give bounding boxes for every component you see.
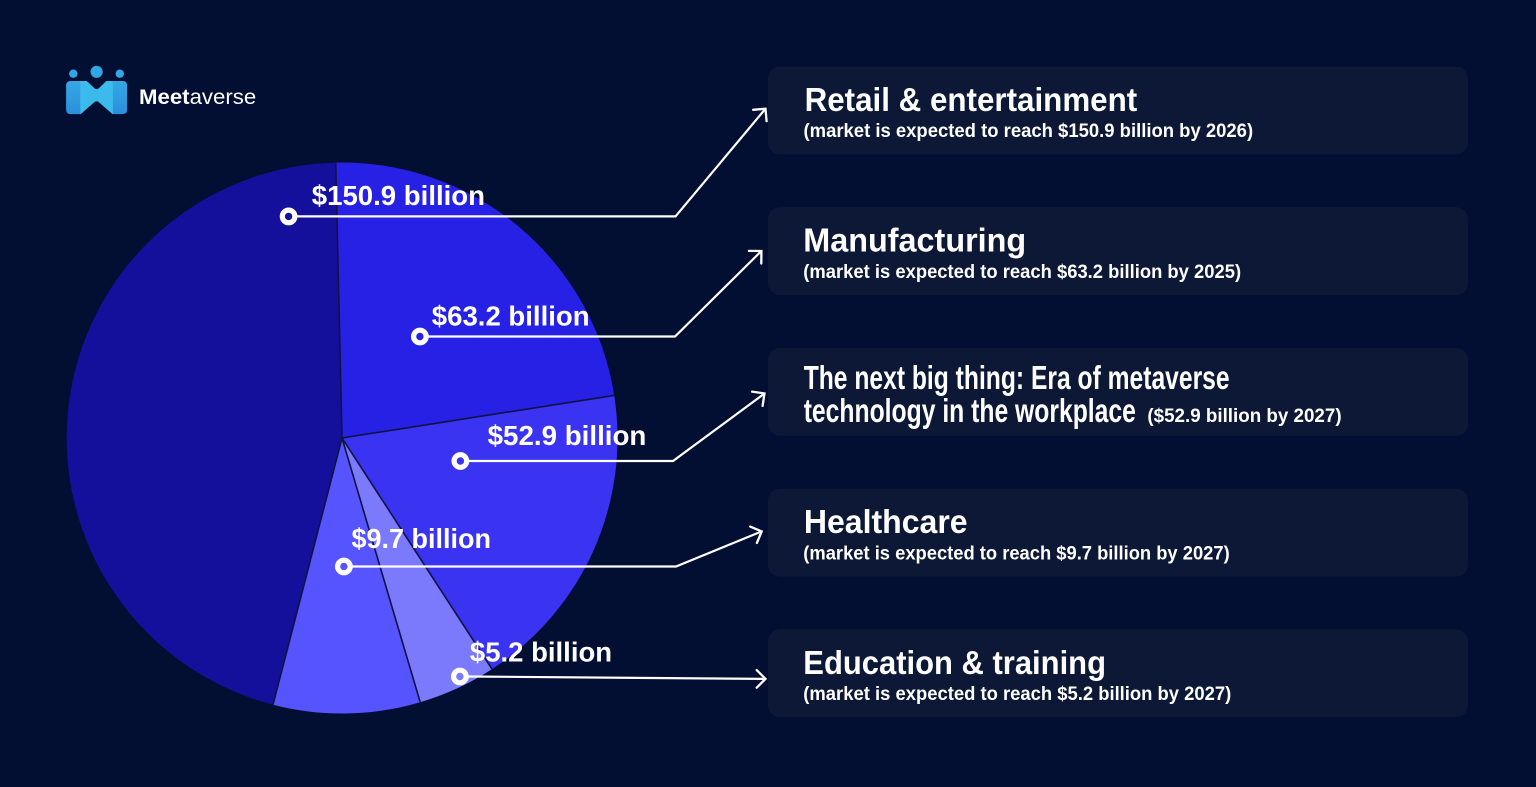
svg-text:$5.2 billion: $5.2 billion — [470, 637, 612, 668]
svg-text:($52.9 billion by 2027): ($52.9 billion by 2027) — [1147, 406, 1341, 427]
svg-text:$150.9 billion: $150.9 billion — [312, 180, 485, 211]
svg-text:Education & training: Education & training — [803, 644, 1106, 681]
svg-text:(market is expected to reach $: (market is expected to reach $9.7 billio… — [803, 543, 1229, 564]
svg-text:Retail & entertainment: Retail & entertainment — [805, 81, 1138, 118]
svg-text:(market is expected to reach $: (market is expected to reach $150.9 bill… — [804, 121, 1254, 142]
svg-text:(market is expected to reach $: (market is expected to reach $63.2 billi… — [803, 262, 1241, 283]
svg-text:$63.2 billion: $63.2 billion — [432, 301, 590, 332]
svg-text:(market is expected to reach $: (market is expected to reach $5.2 billio… — [803, 684, 1231, 705]
svg-text:technology in the workplace: technology in the workplace — [804, 392, 1136, 429]
svg-text:Healthcare: Healthcare — [804, 503, 968, 540]
svg-text:Manufacturing: Manufacturing — [803, 222, 1026, 259]
svg-text:$9.7 billion: $9.7 billion — [352, 523, 492, 554]
svg-text:The next big thing: Era of met: The next big thing: Era of metaverse — [804, 359, 1230, 396]
svg-text:$52.9 billion: $52.9 billion — [488, 420, 647, 451]
